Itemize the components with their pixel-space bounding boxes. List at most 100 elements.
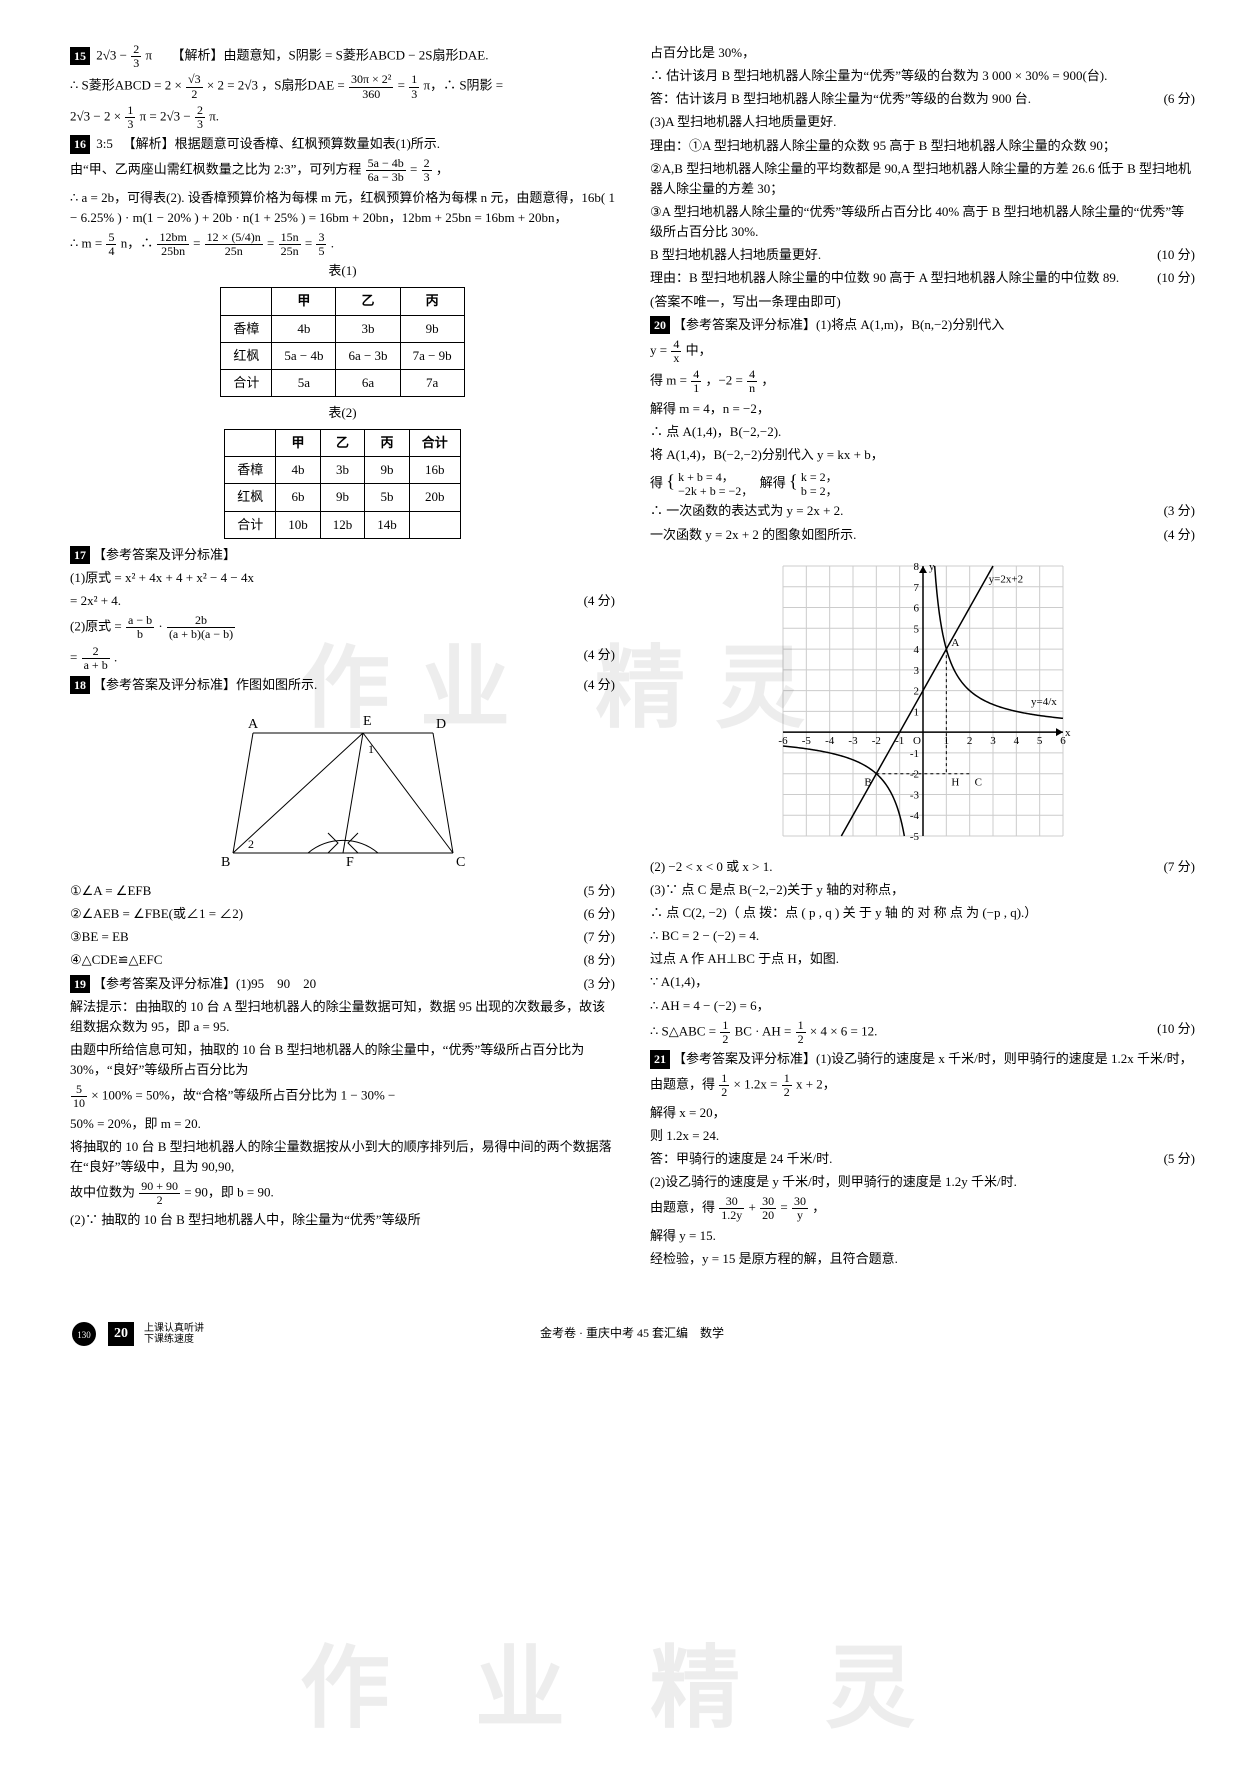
td: 6b — [276, 484, 321, 511]
frac-num: 30 — [760, 1195, 776, 1209]
text: = — [305, 236, 316, 251]
td: 9b — [365, 457, 410, 484]
q16-line2: 由“甲、乙两座山需红枫数量之比为 2:3”，可列方程 5a − 4b6a − 3… — [70, 157, 615, 184]
td: 3b — [320, 457, 365, 484]
frac-den: 2 — [139, 1194, 180, 1207]
q15-line1: 15 2√3 − 23 π 【解析】由题意知，S阴影 = S菱形ABCD − 2… — [70, 43, 615, 70]
r-l2: ∴ 估计该月 B 型扫地机器人除尘量为“优秀”等级的台数为 3 000 × 30… — [650, 66, 1195, 86]
eq1: k + b = 4， — [678, 470, 753, 484]
frac-num: 90 + 90 — [139, 1180, 180, 1194]
frac-den: 360 — [349, 88, 393, 101]
th: 合计 — [409, 430, 460, 457]
q20-l10: (3)∵ 点 C 是点 B(−2,−2)关于 y 轴的对称点， — [650, 880, 1195, 900]
geom-label-2: 2 — [248, 837, 254, 851]
q19-p5: 将抽取的 10 台 B 型扫地机器人的除尘量数据按从小到大的顺序排列后，易得中间… — [70, 1137, 615, 1177]
text: ∴ S菱形ABCD = 2 × — [70, 78, 185, 93]
text: (2)原式 = — [70, 619, 125, 634]
text: = — [410, 162, 421, 177]
frac-den: 3 — [195, 118, 205, 131]
svg-text:-5: -5 — [801, 735, 811, 747]
q16-line4: ∴ m = 54 n，∴ 12bm25bn = 12 × (5/4)n25n =… — [70, 231, 615, 258]
q17-number: 17 — [70, 546, 90, 565]
svg-text:5: 5 — [913, 623, 919, 635]
score: (5 分) — [1164, 1149, 1195, 1169]
q21-l2: 解得 x = 20， — [650, 1103, 1195, 1123]
q16-number: 16 — [70, 135, 90, 154]
text: ， — [761, 373, 774, 388]
frac-den: y — [792, 1209, 808, 1222]
q21-l4: 答：甲骑行的速度是 24 千米/时.(5 分) — [650, 1149, 1195, 1169]
geom-label-a: A — [248, 717, 259, 732]
frac-num: 12bm — [157, 231, 188, 245]
q18-l2: ②∠AEB = ∠FBE(或∠1 = ∠2)(6 分) — [70, 904, 615, 924]
svg-text:H: H — [951, 776, 959, 788]
q18-head: 18【参考答案及评分标准】作图如图所示.(4 分) — [70, 675, 615, 695]
q20-l15: ∴ AH = 4 − (−2) = 6， — [650, 996, 1195, 1016]
svg-text:-3: -3 — [909, 789, 919, 801]
td: 5b — [365, 484, 410, 511]
svg-text:-1: -1 — [895, 735, 904, 747]
q20-l4: ∴ 点 A(1,4)，B(−2,−2). — [650, 422, 1195, 442]
frac-num: 30 — [792, 1195, 808, 1209]
r-l3: 答：估计该月 B 型扫地机器人除尘量为“优秀”等级的台数为 900 台.(6 分… — [650, 89, 1195, 109]
footer-logo-icon: 130 — [70, 1320, 98, 1348]
table-row: 合计10b12b14b — [225, 511, 461, 538]
svg-text:130: 130 — [77, 1330, 91, 1340]
q20-l2: 得 m = 41 ，−2 = 4n ， — [650, 368, 1195, 395]
text: 由题意，得 — [650, 1200, 715, 1215]
q20-l12: ∴ BC = 2 − (−2) = 4. — [650, 926, 1195, 946]
td: 香樟 — [221, 315, 272, 342]
watermark-2: 作 业 精 灵 — [300, 1620, 945, 1760]
text: 故中位数为 — [70, 1185, 135, 1200]
text: 理由：B 型扫地机器人除尘量的中位数 90 高于 A 型扫地机器人除尘量的中位数… — [650, 270, 1119, 285]
th: 乙 — [320, 430, 365, 457]
frac-num: 1 — [125, 104, 135, 118]
q20-l16: ∴ S△ABC = 12 BC · AH = 12 × 4 × 6 = 12. … — [650, 1019, 1195, 1046]
q15-answer-a: 2√3 − — [96, 48, 130, 63]
table-row: 甲 乙 丙 合计 — [225, 430, 461, 457]
geom-label-1: 1 — [368, 742, 374, 756]
svg-text:-4: -4 — [825, 735, 835, 747]
td: 4b — [276, 457, 321, 484]
q17-p1: (1)原式 = x² + 4x + 4 + x² − 4 − 4x — [70, 568, 615, 588]
text: 【参考答案及评分标准】(1)设乙骑行的速度是 x 千米/时，则甲骑行的速度是 1… — [673, 1051, 1193, 1066]
footer-small-2: 下课练速度 — [144, 1334, 204, 1345]
frac-den: 1.2y — [719, 1209, 744, 1222]
svg-text:3: 3 — [913, 665, 919, 677]
svg-text:y: y — [929, 561, 935, 573]
score: (7 分) — [1164, 857, 1195, 877]
text: . — [331, 236, 334, 251]
frac-den: (a + b)(a − b) — [167, 628, 235, 641]
frac-num: 5 — [71, 1083, 87, 1097]
q18-number: 18 — [70, 676, 90, 695]
td: 9b — [400, 315, 464, 342]
q17-p1b: = 2x² + 4.(4 分) — [70, 591, 615, 611]
score: (7 分) — [584, 927, 615, 947]
frac-num: 1 — [409, 73, 419, 87]
score: (3 分) — [584, 974, 615, 994]
text: = — [780, 1200, 791, 1215]
text: y = — [650, 343, 670, 358]
q20-l9: (2) −2 < x < 0 或 x > 1.(7 分) — [650, 857, 1195, 877]
text: + — [749, 1200, 760, 1215]
svg-text:A: A — [951, 637, 959, 649]
frac-num: 5 — [106, 231, 116, 245]
footer-title: 金考卷 · 重庆中考 45 套汇编 数学 — [214, 1324, 1050, 1343]
text: 【参考答案及评分标准】(1)将点 A(1,m)，B(n,−2)分别代入 — [673, 317, 1004, 332]
svg-text:7: 7 — [913, 581, 919, 593]
td: 9b — [320, 484, 365, 511]
td: 12b — [320, 511, 365, 538]
frac-num: 2 — [131, 43, 141, 57]
text: 得 m = — [650, 373, 690, 388]
svg-text:2: 2 — [966, 735, 972, 747]
geom-label-f: F — [346, 855, 354, 870]
r-l4: (3)A 型扫地机器人扫地质量更好. — [650, 112, 1195, 132]
td: 6a − 3b — [336, 342, 400, 369]
score: (4 分) — [584, 675, 615, 695]
th: 丙 — [365, 430, 410, 457]
text: 解得 — [760, 475, 786, 490]
page-number: 20 — [108, 1322, 134, 1346]
svg-text:-2: -2 — [909, 768, 918, 780]
q21-l6: 由题意，得 301.2y + 3020 = 30y ， — [650, 1195, 1195, 1222]
score: (8 分) — [584, 950, 615, 970]
